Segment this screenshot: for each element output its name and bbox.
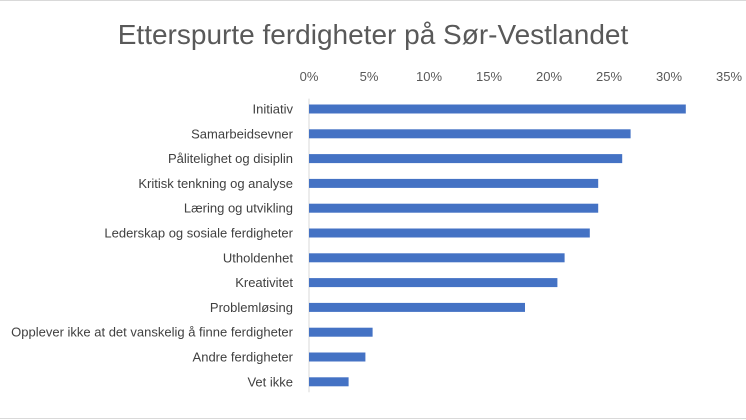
bar [309, 302, 525, 312]
category-label: Problemløsing [210, 300, 293, 315]
x-tick-label: 10% [416, 69, 442, 84]
category-label: Initiativ [253, 102, 294, 117]
bar [309, 377, 349, 387]
bar [309, 327, 373, 337]
x-tick-label: 25% [596, 69, 622, 84]
category-label: Læring og utvikling [184, 201, 293, 216]
category-label: Pålitelighet og disiplin [168, 151, 293, 166]
x-tick-label: 0% [300, 69, 319, 84]
category-label: Samarbeidsevner [191, 126, 294, 141]
category-label: Andre ferdigheter [193, 350, 294, 365]
category-label: Kreativitet [235, 275, 293, 290]
chart-title: Etterspurte ferdigheter på Sør-Vestlande… [117, 19, 629, 50]
bar [309, 278, 558, 288]
x-tick-label: 20% [536, 69, 562, 84]
category-label: Lederskap og sosiale ferdigheter [104, 226, 293, 241]
bar [309, 253, 565, 263]
category-label: Opplever ikke at det vanskelig å finne f… [11, 325, 294, 340]
bar [309, 203, 599, 213]
x-tick-label: 35% [716, 69, 742, 84]
bar [309, 228, 590, 238]
bar [309, 154, 623, 164]
bar [309, 129, 631, 139]
bar [309, 352, 366, 362]
bar [309, 104, 686, 114]
bar [309, 178, 599, 188]
x-tick-label: 5% [360, 69, 379, 84]
category-label: Utholdenhet [223, 250, 293, 265]
category-label: Vet ikke [247, 374, 293, 389]
x-tick-label: 30% [656, 69, 682, 84]
category-label: Kritisk tenkning og analyse [138, 176, 293, 191]
x-tick-label: 15% [476, 69, 502, 84]
